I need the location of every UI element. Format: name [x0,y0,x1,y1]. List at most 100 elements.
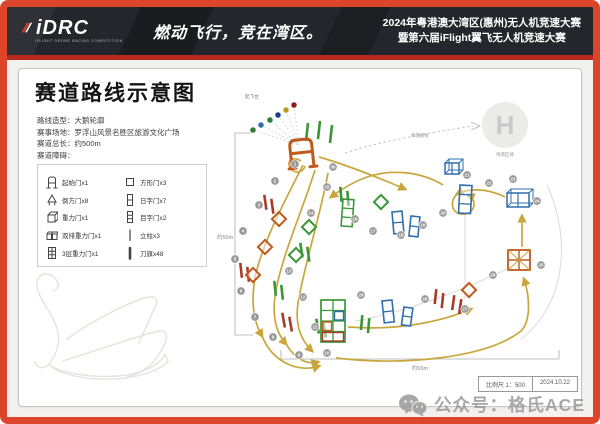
svg-text:15: 15 [325,185,330,190]
checkpoint-marker [396,230,406,240]
pillar [328,124,334,144]
diamond-gate [287,246,305,264]
svg-text:20: 20 [441,211,446,216]
legend-box: 起始门x1 倒方门x8 重力门x1 双排重力门x1 3层重力门x1 方形门x3 日字门x7… [37,164,207,267]
cell-gate [400,306,414,327]
legend-item: 重力门x1 [46,209,124,227]
legend-item: 刀旗x48 [124,244,202,262]
tower-gate [320,299,346,343]
checkpoint-marker [290,159,300,169]
cell-gate [340,198,355,228]
checkpoint-marker [294,350,304,360]
svg-text:11: 11 [313,325,318,330]
svg-text:约65m: 约65m [412,364,429,372]
track-specs: 路线造型：大鹅轮廓 赛事场地：罗浮山风景名胜区旅游文化广场 赛道总长：约500m 赛道… [37,115,180,161]
start-gate [287,137,319,171]
legend-label: 目字门x2 [140,215,167,223]
pillar [316,120,322,140]
knife-flag [288,316,294,332]
checkpoint-marker [254,200,264,210]
idrc-logo: iDRC IFLIGHT DRONE RACING COMPETITION [19,18,131,44]
svg-text:10: 10 [325,351,330,356]
track-path [318,156,408,191]
knife-flag [306,246,311,262]
svg-text:2: 2 [274,179,277,184]
svg-text:9: 9 [298,353,301,358]
flag-icon [128,246,132,260]
square-gate-icon [126,177,134,186]
checkpoint-marker [536,260,546,270]
takeoff-dot [274,111,282,119]
checkpoint-marker [484,178,494,188]
takeoff-dot [290,101,298,109]
triangle-gate-icon [47,193,57,206]
legend-item: 立柱x3 [124,226,202,244]
svg-text:1: 1 [294,162,297,167]
knife-flag [263,194,268,210]
knife-flag [281,312,287,328]
spec-line: 赛道障碍： [37,150,75,160]
knife-flag [359,315,364,331]
svg-text:降落路线: 降落路线 [411,132,429,139]
start-gate-icon [46,176,58,189]
checkpoint-marker [368,226,378,236]
legend-label: 双排重力门x1 [62,233,102,241]
track-path [347,307,474,329]
spec-line: 赛道总长：约500m [37,139,101,148]
watermark-text: 公众号：格氏ACE [434,395,585,415]
checkpoint-marker [420,294,430,304]
takeoff-dot [266,116,274,124]
legend-label: 方形门x3 [140,179,167,187]
pillar-icon [129,229,131,242]
knife-flag [346,190,350,206]
checkpoint-marker [306,208,316,218]
cell-gate [457,184,473,215]
svg-text:5: 5 [234,257,237,262]
checkpoint-marker [230,254,240,264]
svg-text:8: 8 [272,335,275,340]
knife-flag [339,186,343,202]
track-path [296,172,329,353]
helipad [482,102,528,148]
cell-gate [408,215,421,238]
cell-gate [391,210,405,235]
mu-gate-icon [127,211,133,224]
legend-item: 双排重力门x1 [46,226,124,244]
diamond-gate [270,210,288,228]
legend-item: 3层重力门x1 [46,244,124,262]
svg-text:起飞台: 起飞台 [245,93,259,100]
checkpoint-marker [268,332,278,342]
legend-label: 立柱x3 [140,233,160,241]
diamond-gate [244,266,262,284]
checkpoint-marker [460,304,470,314]
grid-gate [507,249,531,271]
knife-flag [239,262,244,278]
svg-text:降落区域: 降落区域 [496,151,514,158]
svg-text:16: 16 [353,217,358,222]
event-title-line2: 暨第六届iFlight翼飞无人机竞速大赛 [397,32,566,44]
title-block: 比例尺 1：500 2024.10.22 [477,376,578,392]
diamond-gate [256,238,274,256]
svg-text:约50m: 约50m [217,233,234,241]
checkpoint-marker [238,226,248,236]
date-label: 2024.10.22 [532,376,578,392]
checkpoint-marker [350,214,360,224]
svg-text:17: 17 [371,229,376,234]
svg-text:3: 3 [258,203,261,208]
event-title-line1: 2024年粤港澳大湾区(惠州)无人机竞速大赛 [382,16,581,29]
svg-text:26: 26 [491,273,496,278]
track-path [285,343,321,369]
takeoff-dot [282,106,290,114]
checkpoint-marker [310,322,320,332]
svg-text:7: 7 [254,315,257,320]
knife-flag [440,293,445,309]
checkpoint-marker [488,270,498,280]
content-area: 赛道路线示意图 路线造型：大鹅轮廓 赛事场地：罗浮山风景名胜区旅游文化广场 赛道总长… [7,60,593,417]
gravity-gate-icon [47,211,58,223]
svg-text:H: H [496,110,515,140]
double-gravity-gate-icon [46,231,58,241]
legend-label: 3层重力门x1 [62,251,99,259]
red-divider [7,55,593,60]
knife-flag [450,295,456,311]
